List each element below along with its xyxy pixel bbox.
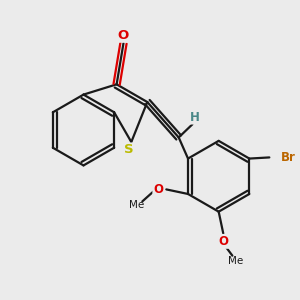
Text: O: O — [153, 183, 163, 196]
Text: O: O — [218, 235, 228, 248]
Text: S: S — [124, 143, 134, 157]
Text: Br: Br — [281, 151, 296, 164]
Text: H: H — [190, 111, 200, 124]
Text: Me: Me — [228, 256, 243, 266]
Text: O: O — [118, 29, 129, 42]
Text: Me: Me — [129, 200, 144, 210]
